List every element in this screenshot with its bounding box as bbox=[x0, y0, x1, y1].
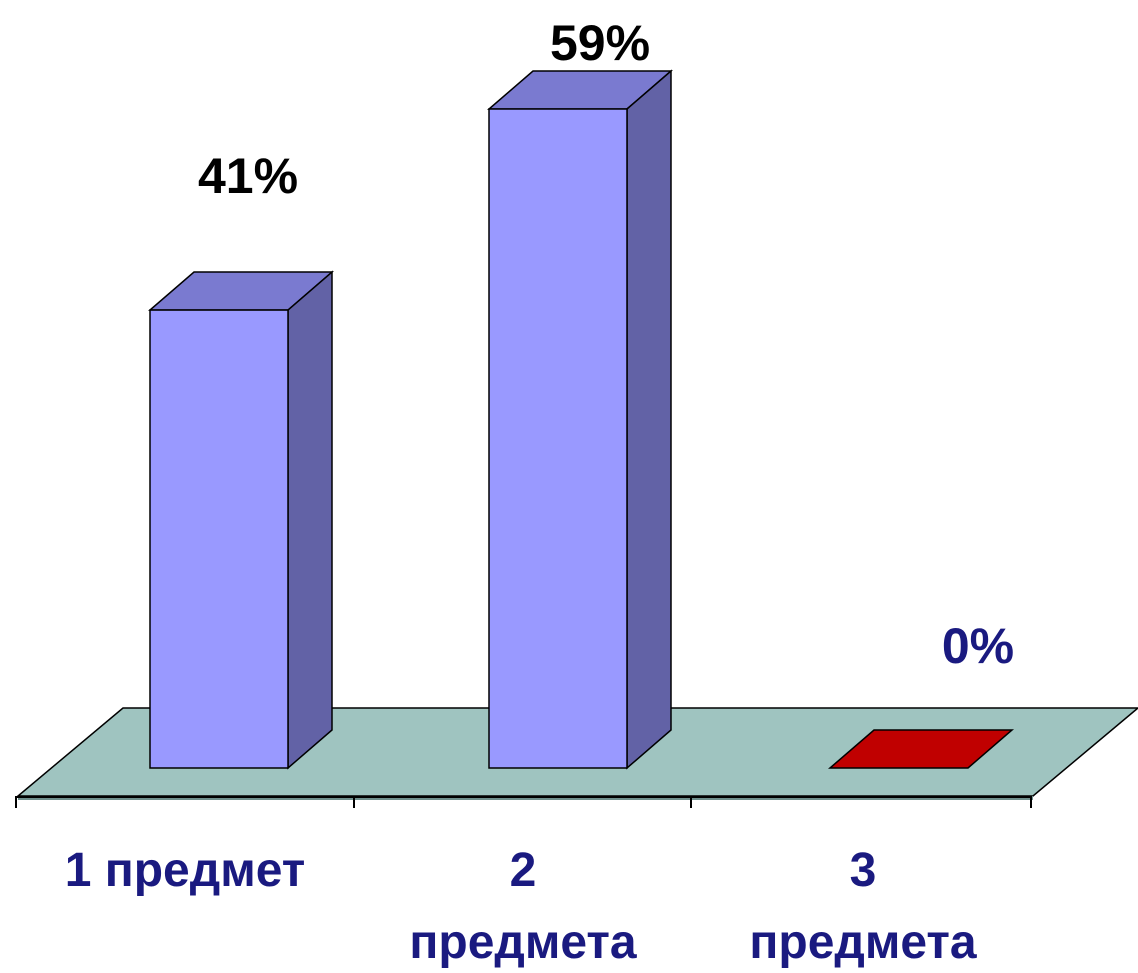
value-label-2: 59% bbox=[550, 15, 650, 71]
bar-side-1 bbox=[287, 270, 333, 770]
category-label-1: 1 предмет bbox=[65, 844, 306, 897]
category-label-3: 3 предмета bbox=[749, 844, 977, 968]
category-label-2-line-2: предмета bbox=[409, 916, 637, 968]
category-label-2: 2 предмета bbox=[409, 844, 637, 968]
bar-2 bbox=[488, 108, 628, 769]
bar-1 bbox=[149, 309, 289, 769]
category-label-3-line-1: 3 bbox=[850, 844, 877, 897]
value-label-1: 41% bbox=[198, 148, 298, 204]
bar-3 bbox=[827, 729, 1015, 769]
category-label-2-line-1: 2 bbox=[510, 844, 537, 897]
value-label-3: 0% bbox=[942, 618, 1014, 674]
bar-side-2 bbox=[626, 69, 672, 770]
category-label-3-line-2: предмета bbox=[749, 916, 977, 968]
